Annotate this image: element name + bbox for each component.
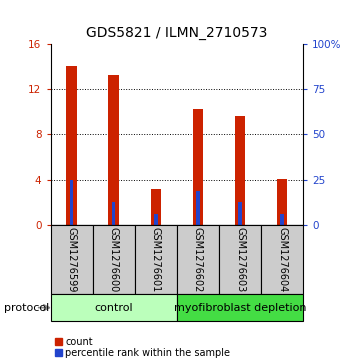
Bar (277, 179, 287, 225)
Text: GSM1276604: GSM1276604 (277, 227, 287, 292)
Text: GSM1276601: GSM1276601 (151, 227, 161, 292)
Bar (108, 75, 119, 225)
FancyBboxPatch shape (177, 294, 303, 321)
FancyBboxPatch shape (177, 225, 219, 294)
Bar (66, 66, 77, 225)
Bar (112, 203, 116, 225)
Text: GSM1276600: GSM1276600 (109, 227, 119, 292)
FancyBboxPatch shape (93, 225, 135, 294)
Bar (154, 214, 157, 225)
FancyBboxPatch shape (51, 225, 93, 294)
Text: GSM1276602: GSM1276602 (193, 227, 203, 292)
Text: myofibroblast depletion: myofibroblast depletion (174, 303, 306, 313)
Bar (151, 189, 161, 225)
Bar (235, 116, 245, 225)
FancyBboxPatch shape (261, 225, 303, 294)
FancyBboxPatch shape (51, 294, 177, 321)
Text: GSM1276599: GSM1276599 (66, 227, 77, 292)
Text: GSM1276603: GSM1276603 (235, 227, 245, 292)
Bar (196, 191, 200, 225)
Title: GDS5821 / ILMN_2710573: GDS5821 / ILMN_2710573 (86, 26, 268, 40)
Legend: count, percentile rank within the sample: count, percentile rank within the sample (55, 337, 230, 358)
FancyBboxPatch shape (219, 225, 261, 294)
Bar (280, 214, 284, 225)
Bar (193, 109, 203, 225)
Bar (238, 203, 242, 225)
Text: control: control (95, 303, 133, 313)
Bar (70, 180, 73, 225)
Text: protocol: protocol (4, 303, 49, 313)
FancyBboxPatch shape (135, 225, 177, 294)
